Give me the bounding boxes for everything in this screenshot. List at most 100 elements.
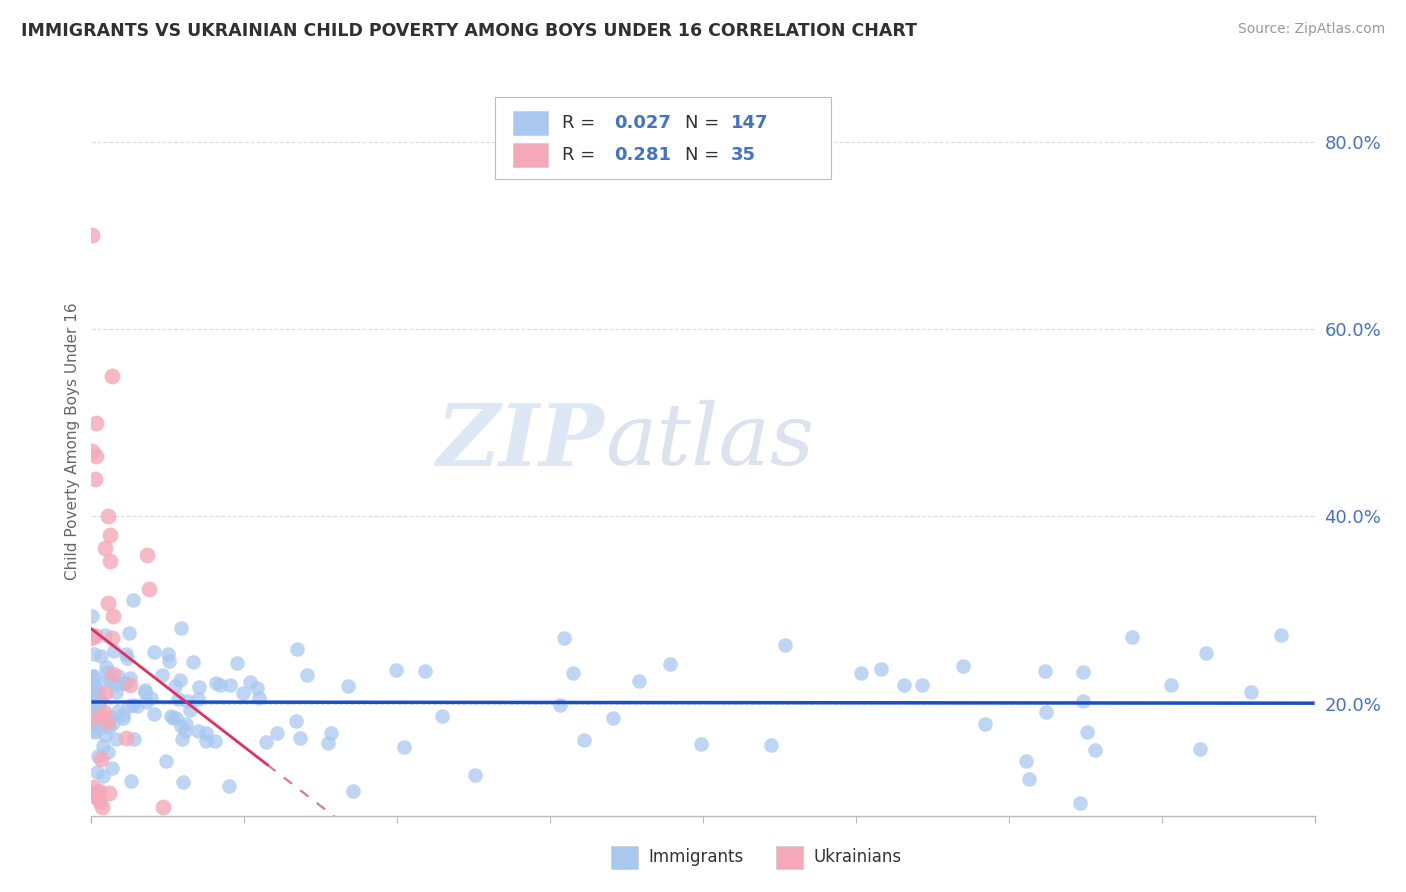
- Point: [112, 675, 135, 690]
- Point: [572, 732, 595, 747]
- Point: [82, 685, 104, 699]
- Point: [169, 673, 191, 687]
- Point: [122, 698, 145, 712]
- Point: [1071, 694, 1094, 708]
- Point: [174, 717, 197, 731]
- Point: [96, 714, 118, 729]
- Point: [464, 768, 486, 782]
- Point: [84, 630, 107, 644]
- Point: [98, 528, 121, 542]
- Point: [100, 554, 122, 568]
- Point: [1121, 630, 1143, 644]
- Point: [90, 719, 112, 733]
- Point: [1160, 677, 1182, 691]
- Point: [1015, 754, 1038, 768]
- Point: [100, 369, 122, 384]
- Text: Ukrainians: Ukrainians: [813, 848, 901, 866]
- Point: [162, 711, 184, 725]
- Point: [93, 729, 115, 743]
- Point: [80, 228, 103, 243]
- Point: [174, 724, 197, 739]
- Text: atlas: atlas: [605, 401, 814, 483]
- Point: [209, 678, 232, 692]
- Point: [135, 695, 157, 709]
- Point: [86, 695, 108, 709]
- Point: [316, 736, 339, 750]
- Point: [97, 786, 120, 800]
- Point: [156, 647, 179, 661]
- Point: [1035, 664, 1057, 678]
- Point: [118, 625, 141, 640]
- FancyBboxPatch shape: [612, 847, 638, 869]
- Point: [90, 648, 112, 663]
- Point: [83, 678, 105, 692]
- Point: [138, 582, 160, 597]
- FancyBboxPatch shape: [776, 847, 803, 869]
- Point: [911, 678, 934, 692]
- Point: [84, 416, 107, 430]
- Point: [90, 800, 112, 814]
- Point: [80, 711, 103, 725]
- Point: [83, 724, 105, 739]
- Point: [157, 655, 180, 669]
- Point: [86, 764, 108, 779]
- Point: [218, 780, 240, 794]
- Point: [628, 674, 651, 689]
- Point: [849, 665, 872, 680]
- FancyBboxPatch shape: [513, 143, 548, 167]
- Point: [82, 669, 104, 683]
- Point: [84, 790, 107, 805]
- Point: [94, 660, 117, 674]
- Point: [83, 669, 105, 683]
- Point: [107, 668, 129, 682]
- Point: [385, 664, 408, 678]
- Point: [83, 682, 105, 697]
- Point: [93, 717, 115, 731]
- Point: [188, 680, 211, 694]
- Point: [1239, 685, 1261, 699]
- Point: [165, 679, 187, 693]
- Point: [80, 631, 103, 645]
- Point: [974, 716, 997, 731]
- Point: [342, 784, 364, 798]
- Point: [195, 725, 218, 739]
- Point: [152, 800, 174, 814]
- Point: [1018, 772, 1040, 786]
- Point: [82, 780, 104, 794]
- Point: [111, 711, 134, 725]
- Point: [297, 668, 319, 682]
- Point: [135, 548, 157, 562]
- Point: [91, 739, 114, 753]
- Point: [90, 752, 112, 766]
- Point: [952, 658, 974, 673]
- Point: [165, 711, 187, 725]
- Point: [759, 738, 782, 752]
- Text: 0.281: 0.281: [613, 145, 671, 163]
- Point: [105, 684, 128, 698]
- Point: [118, 699, 141, 714]
- Point: [94, 675, 117, 690]
- Point: [187, 724, 209, 739]
- Point: [115, 651, 138, 665]
- FancyBboxPatch shape: [513, 112, 548, 135]
- Point: [89, 693, 111, 707]
- Point: [285, 714, 308, 729]
- Point: [1195, 646, 1218, 660]
- Point: [288, 731, 311, 745]
- Point: [80, 609, 103, 624]
- Point: [319, 725, 342, 739]
- Point: [93, 541, 115, 555]
- Point: [100, 710, 122, 724]
- Point: [120, 671, 142, 685]
- Text: 147: 147: [731, 114, 769, 132]
- Point: [84, 717, 107, 731]
- Text: ZIP: ZIP: [437, 400, 605, 483]
- Point: [204, 734, 226, 748]
- Point: [689, 737, 711, 751]
- Point: [101, 666, 124, 681]
- Point: [249, 690, 271, 705]
- Point: [122, 732, 145, 747]
- Point: [87, 749, 110, 764]
- Point: [93, 710, 115, 724]
- Text: R =: R =: [562, 114, 602, 132]
